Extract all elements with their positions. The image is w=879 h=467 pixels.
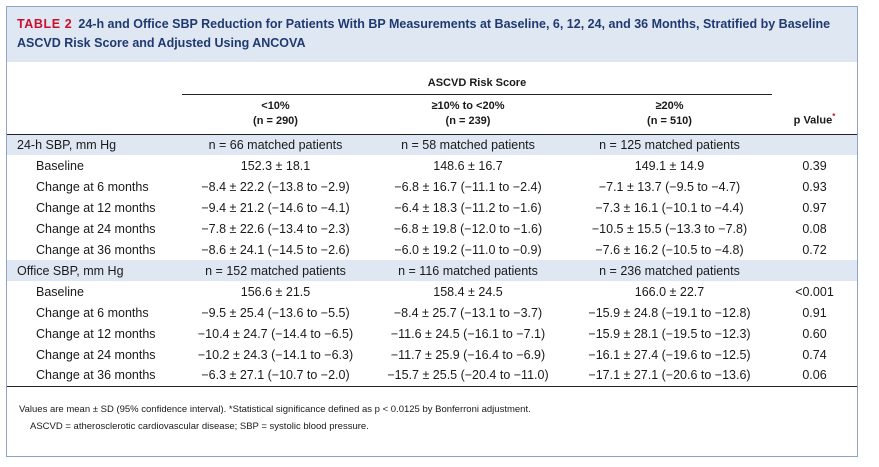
table-cell: −6.8 ± 19.8 (−12.0 to −1.6) <box>393 221 543 236</box>
table-row: Change at 6 months −9.5 ± 25.4 (−13.6 to… <box>7 302 857 323</box>
column-header: ≥20% (n = 510) <box>567 94 772 135</box>
table-row: Change at 36 months −6.3 ± 27.1 (−10.7 t… <box>7 365 857 387</box>
table-cell: −15.7 ± 25.5 (−20.4 to −11.0) <box>369 365 567 387</box>
table-cell: 166.0 ± 22.7 <box>634 284 705 299</box>
table-cell: −6.3 ± 27.1 (−10.7 to −2.0) <box>182 365 369 387</box>
table-footnotes: Values are mean ± SD (95% confidence int… <box>7 401 857 435</box>
row-label: Change at 24 months <box>36 221 156 236</box>
table-row: Change at 12 months −10.4 ± 24.7 (−14.4 … <box>7 323 857 344</box>
table-cell: −6.0 ± 19.2 (−11.0 to −0.9) <box>394 242 542 257</box>
section-row: Office SBP, mm Hg n = 152 matched patien… <box>7 260 857 281</box>
row-label: Change at 6 months <box>36 305 149 320</box>
section-label: Office SBP, mm Hg <box>7 260 182 281</box>
table-cell: −7.1 ± 13.7 (−9.5 to −4.7) <box>598 179 741 194</box>
table-cell: −9.5 ± 25.4 (−13.6 to −5.5) <box>201 305 350 320</box>
table-cell: 149.1 ± 14.9 <box>634 158 705 173</box>
table-row: Baseline 152.3 ± 18.1 148.6 ± 16.7 149.1… <box>7 155 857 176</box>
matched-count: n = 66 matched patients <box>182 134 369 155</box>
row-label: Change at 6 months <box>36 179 149 194</box>
matched-count: n = 58 matched patients <box>369 134 567 155</box>
pvalue-cell: 0.74 <box>802 347 827 362</box>
table-cell: −17.1 ± 27.1 (−20.6 to −13.6) <box>567 365 772 387</box>
footnote-values: Values are mean ± SD (95% confidence int… <box>19 403 531 415</box>
table-row: Change at 24 months −7.8 ± 22.6 (−13.4 t… <box>7 218 857 239</box>
pvalue-cell: <0.001 <box>795 284 834 299</box>
table-cell: −7.3 ± 16.1 (−10.1 to −4.4) <box>595 200 744 215</box>
table-cell: −6.8 ± 16.7 (−11.1 to −2.4) <box>394 179 542 194</box>
row-label: Change at 36 months <box>36 242 156 257</box>
data-table: ASCVD Risk Score <10% (n = 290) ≥10% to <… <box>7 62 857 387</box>
matched-count: n = 125 matched patients <box>567 134 772 155</box>
table-row: Change at 6 months −8.4 ± 22.2 (−13.8 to… <box>7 176 857 197</box>
table-number: TABLE 2 <box>17 17 73 31</box>
pvalue-cell: 0.97 <box>802 200 827 215</box>
pvalue-cell: 0.06 <box>772 365 857 387</box>
matched-count: n = 116 matched patients <box>369 260 567 281</box>
table-cell: −10.5 ± 15.5 (−13.3 to −7.8) <box>591 221 748 236</box>
matched-count: n = 152 matched patients <box>182 260 369 281</box>
row-label: Baseline <box>36 158 84 173</box>
table-cell: −8.6 ± 24.1 (−14.5 to −2.6) <box>201 242 350 257</box>
table-cell: 158.4 ± 24.5 <box>433 284 503 299</box>
table-cell: −9.4 ± 21.2 (−14.6 to −4.1) <box>201 200 350 215</box>
table-row: Change at 12 months −9.4 ± 21.2 (−14.6 t… <box>7 197 857 218</box>
table-cell: −10.2 ± 24.3 (−14.1 to −6.3) <box>197 347 354 362</box>
matched-count: n = 236 matched patients <box>567 260 772 281</box>
table-cell: 156.6 ± 21.5 <box>240 284 311 299</box>
row-label: Change at 12 months <box>36 200 156 215</box>
pvalue-cell: 0.93 <box>802 179 827 194</box>
table-cell: −15.9 ± 24.8 (−19.1 to −12.8) <box>588 305 751 320</box>
column-header: ≥10% to <20% (n = 239) <box>369 94 567 135</box>
row-label: Change at 12 months <box>36 326 156 341</box>
group-header: ASCVD Risk Score <box>182 62 772 95</box>
pvalue-cell: 0.08 <box>802 221 827 236</box>
significance-marker: * <box>832 111 836 121</box>
table-cell: 148.6 ± 16.7 <box>433 158 503 173</box>
table-cell: −10.4 ± 24.7 (−14.4 to −6.5) <box>197 326 354 341</box>
column-header: <10% (n = 290) <box>182 94 369 135</box>
section-label: 24-h SBP, mm Hg <box>7 134 182 155</box>
table-cell: −11.7 ± 25.9 (−16.4 to −6.9) <box>390 347 546 362</box>
table-frame: TABLE 2 24-h and Office SBP Reduction for… <box>6 6 858 457</box>
pvalue-cell: 0.91 <box>802 305 827 320</box>
table-cell: −8.4 ± 22.2 (−13.8 to −2.9) <box>201 179 350 194</box>
table-row: Change at 24 months −10.2 ± 24.3 (−14.1 … <box>7 344 857 365</box>
table-cell: −6.4 ± 18.3 (−11.2 to −1.6) <box>394 200 542 215</box>
table-cell: −7.8 ± 22.6 (−13.4 to −2.3) <box>201 221 350 236</box>
table-cell: −7.6 ± 16.2 (−10.5 to −4.8) <box>595 242 744 257</box>
pvalue-cell: 0.60 <box>802 326 827 341</box>
row-label: Baseline <box>36 284 84 299</box>
table-cell: −15.9 ± 28.1 (−19.5 to −12.3) <box>588 326 751 341</box>
table-cell: −11.6 ± 24.5 (−16.1 to −7.1) <box>390 326 546 341</box>
table-cell: −8.4 ± 25.7 (−13.1 to −3.7) <box>393 305 543 320</box>
pvalue-cell: 0.39 <box>802 158 827 173</box>
section-row: 24-h SBP, mm Hg n = 66 matched patients … <box>7 134 857 155</box>
table-cell: −16.1 ± 27.4 (−19.6 to −12.5) <box>588 347 751 362</box>
table-cell: 152.3 ± 18.1 <box>240 158 311 173</box>
row-label: Change at 36 months <box>7 365 182 387</box>
pvalue-cell: 0.72 <box>802 242 827 257</box>
table-title: 24-h and Office SBP Reduction for Patien… <box>17 17 831 50</box>
table-row: Baseline 156.6 ± 21.5 158.4 ± 24.5 166.0… <box>7 281 857 302</box>
table-row: Change at 36 months −8.6 ± 24.1 (−14.5 t… <box>7 239 857 260</box>
footnote-abbreviations: ASCVD = atherosclerotic cardiovascular d… <box>30 420 369 432</box>
row-label: Change at 24 months <box>36 347 156 362</box>
table-title-bar: TABLE 2 24-h and Office SBP Reduction for… <box>7 7 857 62</box>
pvalue-header: p Value* <box>772 94 857 135</box>
